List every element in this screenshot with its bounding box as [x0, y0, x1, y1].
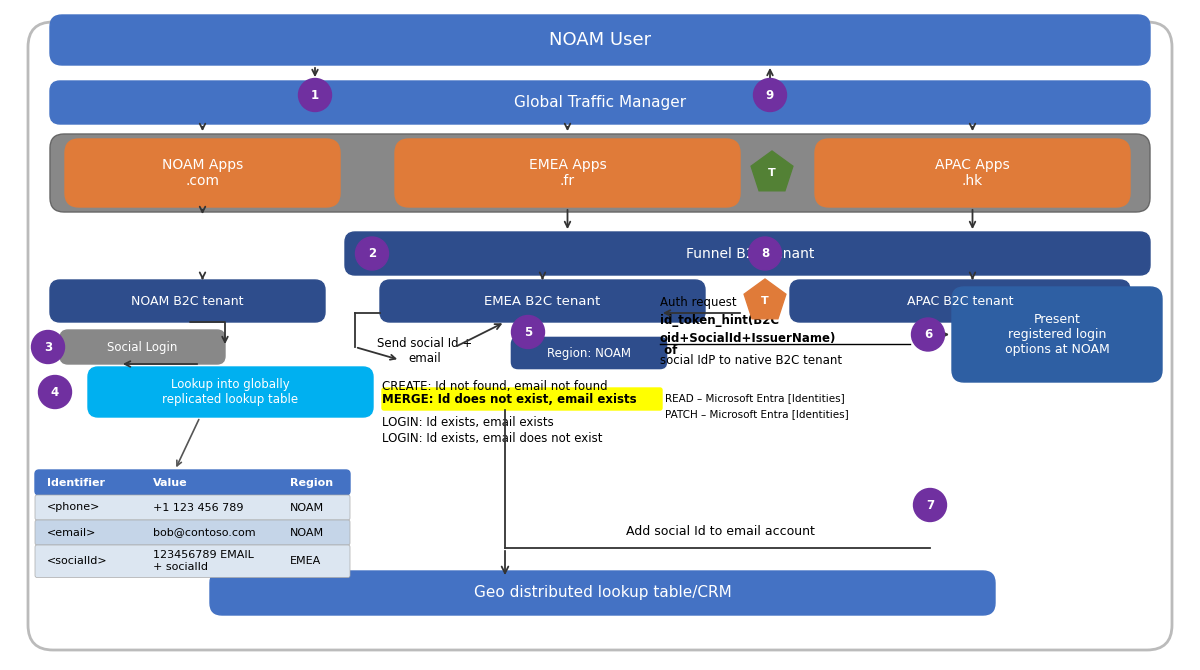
Text: 9: 9 [766, 88, 774, 101]
FancyBboxPatch shape [35, 495, 350, 520]
Text: Global Traffic Manager: Global Traffic Manager [514, 95, 686, 110]
Text: EMEA B2C tenant: EMEA B2C tenant [485, 295, 601, 308]
Text: NOAM B2C tenant: NOAM B2C tenant [131, 295, 244, 308]
FancyBboxPatch shape [50, 15, 1150, 65]
Text: 5: 5 [524, 326, 532, 338]
Text: Lookup into globally
replicated lookup table: Lookup into globally replicated lookup t… [162, 378, 299, 406]
Text: NOAM Apps
.com: NOAM Apps .com [162, 158, 244, 188]
FancyBboxPatch shape [952, 287, 1162, 382]
Text: of: of [660, 344, 677, 357]
Text: 123456789 EMAIL
+ socialId: 123456789 EMAIL + socialId [152, 551, 254, 572]
Text: <email>: <email> [47, 527, 96, 537]
Text: PATCH – Microsoft Entra [Identities]: PATCH – Microsoft Entra [Identities] [665, 409, 848, 419]
FancyBboxPatch shape [790, 280, 1130, 322]
Text: Identifier: Identifier [47, 478, 106, 488]
Text: 3: 3 [44, 340, 52, 354]
Circle shape [749, 237, 781, 270]
FancyBboxPatch shape [60, 330, 226, 364]
Text: MERGE: Id does not exist, email exists: MERGE: Id does not exist, email exists [382, 393, 637, 405]
Text: social IdP to native B2C tenant: social IdP to native B2C tenant [660, 354, 842, 366]
Text: Region: Region [290, 478, 334, 488]
Circle shape [913, 488, 947, 521]
Text: APAC B2C tenant: APAC B2C tenant [907, 295, 1013, 308]
FancyBboxPatch shape [50, 280, 325, 322]
Polygon shape [744, 279, 786, 319]
Text: Present
registered login
options at NOAM: Present registered login options at NOAM [1004, 313, 1109, 356]
Text: Send social Id +
email: Send social Id + email [377, 337, 473, 365]
Text: +1 123 456 789: +1 123 456 789 [152, 502, 244, 513]
Text: <socialId>: <socialId> [47, 556, 108, 566]
Text: bob@contoso.com: bob@contoso.com [152, 527, 256, 537]
Text: Funnel B2C tenant: Funnel B2C tenant [686, 247, 814, 261]
Text: id_token_hint(B2C: id_token_hint(B2C [660, 314, 779, 326]
FancyBboxPatch shape [815, 139, 1130, 207]
Text: Social Login: Social Login [107, 340, 178, 354]
FancyBboxPatch shape [35, 545, 350, 578]
Text: Geo distributed lookup table/CRM: Geo distributed lookup table/CRM [474, 586, 731, 600]
FancyBboxPatch shape [50, 81, 1150, 124]
Text: T: T [768, 168, 776, 178]
Circle shape [299, 78, 331, 111]
Text: 7: 7 [926, 498, 934, 511]
FancyBboxPatch shape [50, 134, 1150, 212]
Text: T: T [761, 296, 769, 306]
Text: 6: 6 [924, 328, 932, 341]
Text: 1: 1 [311, 88, 319, 101]
Circle shape [38, 375, 72, 409]
Text: 2: 2 [368, 247, 376, 260]
FancyBboxPatch shape [382, 388, 662, 410]
FancyBboxPatch shape [35, 520, 350, 545]
FancyBboxPatch shape [380, 280, 706, 322]
Text: EMEA Apps
.fr: EMEA Apps .fr [529, 158, 606, 188]
FancyBboxPatch shape [65, 139, 340, 207]
Text: <phone>: <phone> [47, 502, 101, 513]
FancyBboxPatch shape [28, 22, 1172, 650]
Text: Region: NOAM: Region: NOAM [547, 346, 631, 360]
Text: CREATE: Id not found, email not found: CREATE: Id not found, email not found [382, 379, 607, 393]
FancyBboxPatch shape [395, 139, 740, 207]
FancyBboxPatch shape [210, 571, 995, 615]
Text: EMEA: EMEA [290, 556, 322, 566]
Circle shape [754, 78, 786, 111]
Text: LOGIN: Id exists, email does not exist: LOGIN: Id exists, email does not exist [382, 431, 602, 444]
Text: NOAM User: NOAM User [548, 31, 652, 49]
Text: APAC Apps
.hk: APAC Apps .hk [935, 158, 1010, 188]
FancyBboxPatch shape [35, 470, 350, 495]
Text: 8: 8 [761, 247, 769, 260]
Text: Auth request: Auth request [660, 295, 737, 308]
Text: NOAM: NOAM [290, 527, 324, 537]
FancyBboxPatch shape [88, 367, 373, 417]
Polygon shape [751, 151, 793, 191]
FancyBboxPatch shape [346, 232, 1150, 275]
FancyBboxPatch shape [510, 336, 668, 370]
Text: NOAM: NOAM [290, 502, 324, 513]
Circle shape [355, 237, 389, 270]
Text: 4: 4 [50, 385, 59, 399]
Text: LOGIN: Id exists, email exists: LOGIN: Id exists, email exists [382, 415, 553, 429]
Circle shape [511, 316, 545, 348]
Text: Value: Value [152, 478, 187, 488]
Text: oid+SocialId+IssuerName): oid+SocialId+IssuerName) [660, 332, 836, 344]
Text: Add social Id to email account: Add social Id to email account [625, 525, 815, 538]
Text: READ – Microsoft Entra [Identities]: READ – Microsoft Entra [Identities] [665, 393, 845, 403]
Circle shape [912, 318, 944, 351]
Circle shape [31, 330, 65, 364]
